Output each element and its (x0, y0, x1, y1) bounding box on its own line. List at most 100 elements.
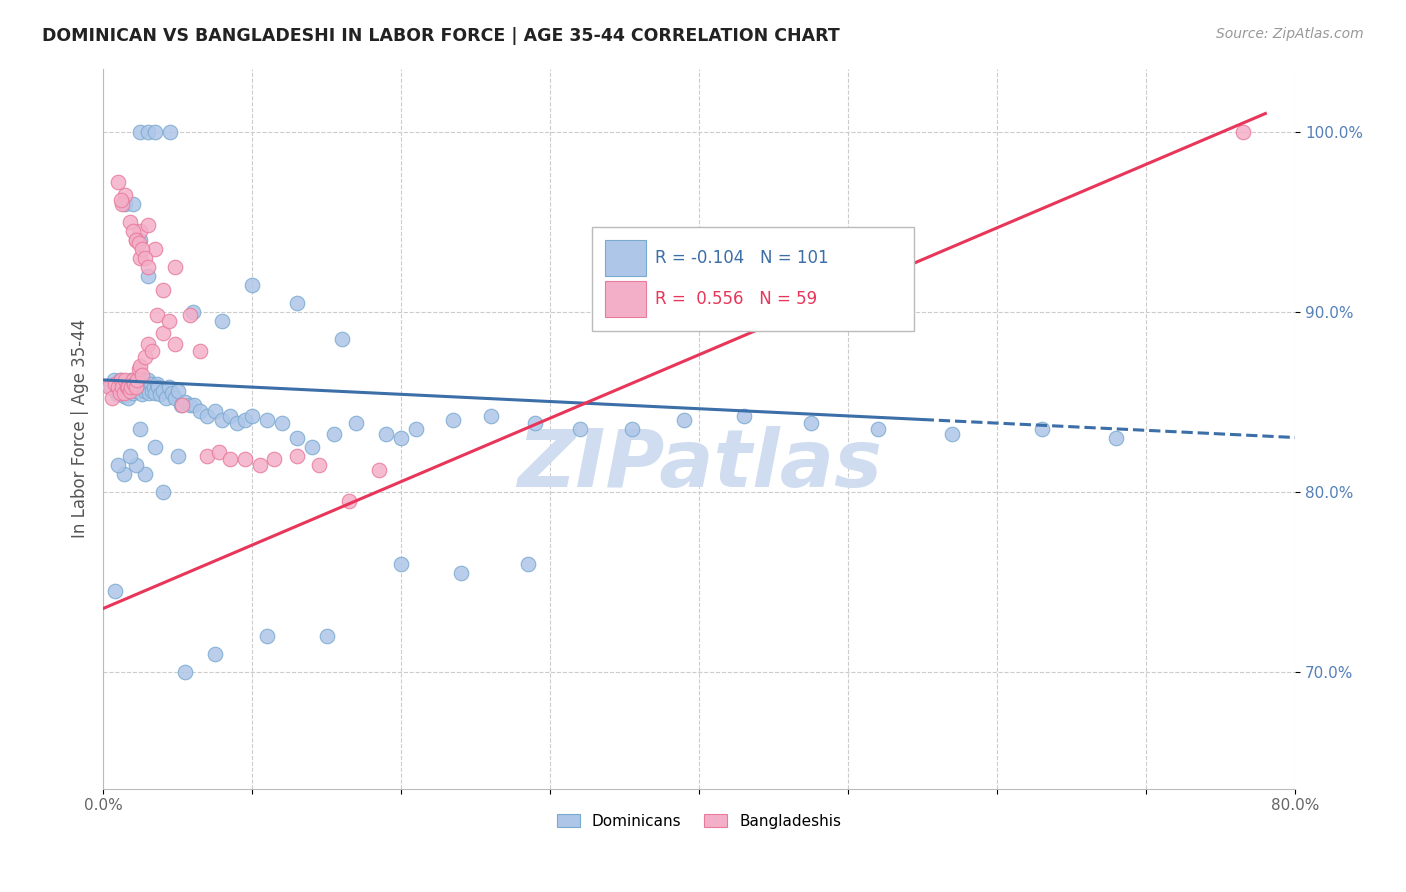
Point (134, 384, 156, 398)
Point (127, 384, 149, 398)
Point (441, 412, 464, 426)
Point (98, 380, 121, 394)
Point (204, 647, 226, 661)
Point (125, 373, 148, 387)
Point (135, 380, 157, 394)
Point (118, 384, 141, 398)
Point (941, 426, 963, 441)
Point (136, 337, 159, 351)
Point (122, 373, 145, 387)
Point (218, 409, 240, 423)
Point (524, 416, 547, 430)
Point (108, 385, 131, 400)
Point (112, 385, 135, 400)
Point (112, 389, 135, 403)
Point (389, 430, 412, 444)
Point (125, 233, 148, 247)
Point (128, 362, 150, 376)
Point (120, 373, 142, 387)
Point (143, 242, 166, 256)
Point (139, 376, 162, 391)
Point (181, 304, 204, 318)
Point (120, 380, 142, 394)
Point (308, 458, 330, 472)
Point (115, 380, 138, 394)
Point (233, 412, 256, 426)
Point (337, 493, 360, 508)
Point (103, 373, 125, 387)
Point (226, 416, 249, 430)
Point (131, 387, 153, 401)
Point (131, 368, 153, 382)
Point (134, 251, 156, 265)
Point (183, 398, 205, 412)
Point (117, 391, 139, 405)
Point (166, 449, 188, 463)
Point (389, 557, 412, 571)
Point (197, 409, 219, 423)
FancyBboxPatch shape (592, 227, 914, 331)
Point (111, 380, 134, 394)
Point (104, 583, 127, 598)
FancyBboxPatch shape (605, 281, 645, 317)
Point (152, 326, 174, 340)
Point (132, 373, 155, 387)
Point (204, 403, 226, 417)
Point (174, 665, 197, 679)
Y-axis label: In Labor Force | Age 35-44: In Labor Force | Age 35-44 (72, 319, 89, 538)
Point (110, 373, 132, 387)
Point (148, 380, 170, 394)
Point (208, 445, 231, 459)
Text: DOMINICAN VS BANGLADESHI IN LABOR FORCE | AGE 35-44 CORRELATION CHART: DOMINICAN VS BANGLADESHI IN LABOR FORCE … (42, 27, 839, 45)
Point (129, 251, 152, 265)
Point (211, 412, 233, 426)
Point (129, 380, 152, 394)
Point (149, 387, 172, 401)
Point (128, 236, 150, 251)
Point (114, 196, 136, 211)
FancyBboxPatch shape (605, 240, 645, 276)
Point (136, 268, 159, 283)
Point (263, 452, 285, 467)
Point (127, 373, 149, 387)
Point (163, 260, 186, 274)
Point (188, 344, 211, 359)
Point (107, 458, 129, 472)
Point (141, 344, 163, 359)
Point (166, 384, 188, 398)
Point (118, 380, 141, 394)
Point (172, 398, 194, 412)
Point (271, 416, 294, 430)
Point (134, 350, 156, 364)
Point (118, 214, 141, 228)
Point (136, 260, 159, 274)
Point (122, 385, 145, 400)
Point (285, 430, 308, 444)
Point (111, 196, 134, 211)
Text: R = -0.104   N = 101: R = -0.104 N = 101 (655, 249, 828, 267)
Point (621, 421, 644, 435)
Text: ZIPatlas: ZIPatlas (516, 425, 882, 503)
Point (107, 175, 129, 189)
Point (138, 385, 160, 400)
Legend: Dominicans, Bangladeshis: Dominicans, Bangladeshis (551, 807, 848, 835)
Point (301, 440, 323, 454)
Point (134, 467, 156, 481)
Point (1232, 124, 1254, 138)
Point (125, 233, 148, 247)
Point (110, 385, 132, 400)
Point (115, 384, 138, 398)
Point (129, 421, 152, 435)
Point (114, 376, 136, 391)
Point (143, 440, 166, 454)
Point (375, 426, 398, 441)
Point (146, 376, 169, 391)
Point (218, 452, 240, 467)
Point (125, 380, 148, 394)
Point (169, 398, 191, 412)
Point (110, 193, 132, 207)
Point (143, 124, 166, 138)
Point (346, 416, 368, 430)
Point (136, 124, 159, 138)
Point (141, 384, 163, 398)
